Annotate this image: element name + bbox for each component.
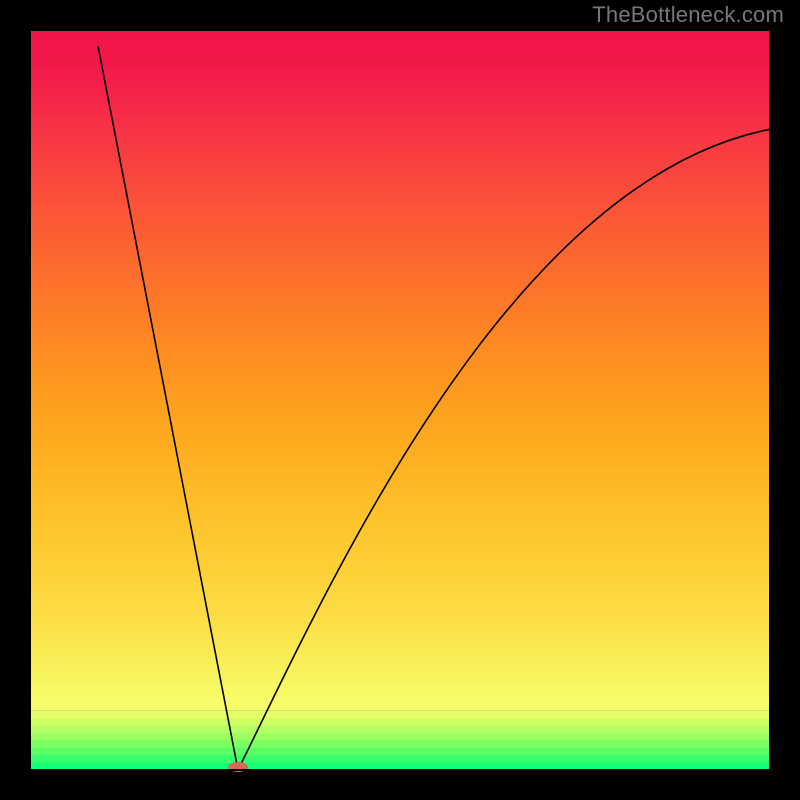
band-6 <box>30 755 770 763</box>
band-5 <box>30 748 770 756</box>
chart-svg <box>0 0 800 800</box>
chart-canvas: { "image_size": { "width": 800, "height"… <box>0 0 800 800</box>
band-0 <box>30 711 770 719</box>
watermark-text: TheBottleneck.com <box>592 2 784 28</box>
band-2 <box>30 726 770 734</box>
gradient-background <box>30 30 770 711</box>
band-3 <box>30 733 770 741</box>
plot-area <box>30 30 800 772</box>
band-1 <box>30 718 770 726</box>
band-4 <box>30 740 770 748</box>
